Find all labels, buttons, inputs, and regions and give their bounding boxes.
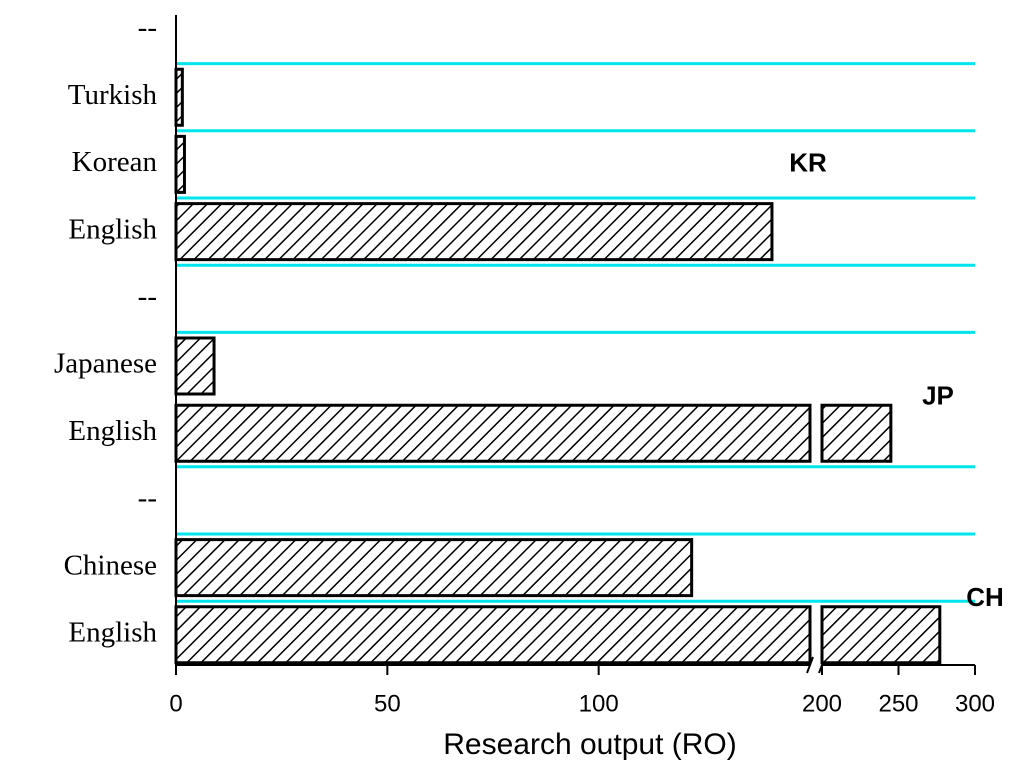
x-tick-label: 200 [802,690,842,717]
bar [174,605,942,665]
group-label: JP [922,380,954,410]
bar [174,403,893,463]
group-label: KR [789,147,827,177]
group-label: CH [966,582,1004,612]
bar [174,538,694,598]
y-tick-label: -- [138,482,157,514]
x-axis-label: Research output (RO) [443,728,736,761]
x-tick-label: 50 [374,690,401,717]
axis-break [806,656,814,674]
x-tick-label: 250 [878,690,918,717]
x-tick-label: 300 [955,690,995,717]
x-tick-label: 100 [579,690,619,717]
y-tick-label: -- [138,12,157,44]
y-tick-label: English [68,213,157,245]
x-tick-label: 0 [169,690,182,717]
y-tick-label: English [68,415,157,447]
y-tick-label: English [68,616,157,648]
y-tick-label: Korean [72,146,158,178]
bar [174,202,774,262]
bar [174,336,216,396]
y-tick-label: Chinese [64,549,157,581]
bar [174,67,184,127]
y-tick-label: -- [138,280,157,312]
y-tick-label: Turkish [68,79,158,111]
y-tick-label: Japanese [54,348,157,380]
bar [174,134,186,194]
